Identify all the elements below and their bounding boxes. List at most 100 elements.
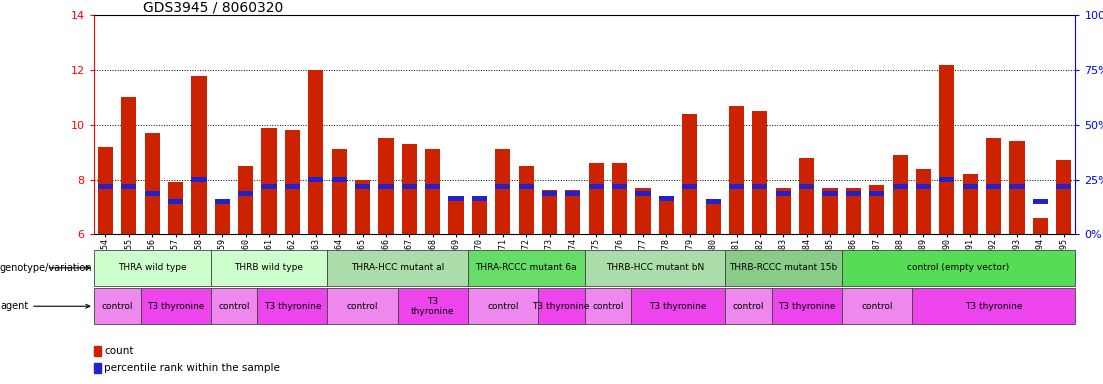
Bar xyxy=(752,111,768,234)
Bar xyxy=(823,188,837,234)
Bar xyxy=(892,155,908,234)
Bar xyxy=(425,184,440,189)
Bar xyxy=(915,184,931,189)
Bar xyxy=(518,166,534,234)
Bar xyxy=(495,184,511,189)
Bar xyxy=(775,191,791,196)
Bar xyxy=(869,185,885,234)
Text: THRA wild type: THRA wild type xyxy=(118,263,186,272)
Text: T3 thyronine: T3 thyronine xyxy=(650,302,707,311)
Bar xyxy=(842,288,912,324)
Bar xyxy=(986,139,1002,234)
Bar xyxy=(538,288,585,324)
Bar xyxy=(775,188,791,234)
Bar xyxy=(631,288,725,324)
Bar xyxy=(729,184,745,189)
Bar xyxy=(846,188,861,234)
Text: percentile rank within the sample: percentile rank within the sample xyxy=(104,363,280,373)
Bar xyxy=(98,184,113,189)
Bar xyxy=(328,288,397,324)
Bar xyxy=(986,184,1002,189)
Text: T3 thyronine: T3 thyronine xyxy=(147,302,204,311)
Text: T3 thyronine: T3 thyronine xyxy=(778,302,835,311)
Bar xyxy=(495,149,511,234)
Text: control: control xyxy=(592,302,623,311)
Bar xyxy=(542,190,557,234)
Text: THRA-RCCC mutant 6a: THRA-RCCC mutant 6a xyxy=(475,263,577,272)
Bar xyxy=(332,177,346,182)
Bar xyxy=(449,199,463,234)
Text: control: control xyxy=(101,302,132,311)
Bar xyxy=(566,190,580,234)
Text: genotype/variation: genotype/variation xyxy=(0,263,93,273)
Bar xyxy=(846,191,861,196)
Bar xyxy=(518,184,534,189)
Text: control (empty vector): control (empty vector) xyxy=(908,263,1009,272)
Bar xyxy=(355,180,371,234)
Bar xyxy=(285,130,300,234)
Text: T3 thyronine: T3 thyronine xyxy=(533,302,590,311)
Bar xyxy=(585,288,631,324)
Bar xyxy=(612,163,628,234)
Bar xyxy=(211,288,257,324)
Bar xyxy=(963,174,978,234)
Text: T3
thyronine: T3 thyronine xyxy=(411,296,454,316)
Bar xyxy=(94,288,140,324)
Bar xyxy=(308,70,323,234)
Bar xyxy=(140,288,211,324)
Bar xyxy=(238,166,254,234)
Bar xyxy=(842,250,1075,286)
Bar xyxy=(585,250,725,286)
Bar xyxy=(121,98,137,234)
Bar xyxy=(752,184,768,189)
Bar xyxy=(915,169,931,234)
Bar xyxy=(706,199,720,234)
Text: THRB wild type: THRB wild type xyxy=(235,263,303,272)
Bar xyxy=(308,177,323,182)
Bar xyxy=(772,288,842,324)
Text: GDS3945 / 8060320: GDS3945 / 8060320 xyxy=(143,0,283,14)
Bar xyxy=(98,147,113,234)
Bar xyxy=(823,191,837,196)
Bar xyxy=(612,184,628,189)
Text: THRA-HCC mutant al: THRA-HCC mutant al xyxy=(351,263,445,272)
Bar xyxy=(191,76,206,234)
Bar xyxy=(211,250,328,286)
Bar xyxy=(1009,141,1025,234)
Bar xyxy=(425,149,440,234)
Bar xyxy=(401,144,417,234)
Bar xyxy=(706,199,720,204)
Bar xyxy=(215,199,229,204)
Bar xyxy=(468,288,538,324)
Bar xyxy=(940,65,954,234)
Bar xyxy=(285,184,300,189)
Bar xyxy=(215,204,229,234)
Text: T3 thyronine: T3 thyronine xyxy=(264,302,321,311)
Bar xyxy=(94,363,100,373)
Bar xyxy=(963,184,978,189)
Bar xyxy=(940,177,954,182)
Text: control: control xyxy=(218,302,249,311)
Text: control: control xyxy=(488,302,518,311)
Text: control: control xyxy=(861,302,892,311)
Bar xyxy=(799,158,814,234)
Bar xyxy=(589,163,603,234)
Bar xyxy=(94,346,100,356)
Text: control: control xyxy=(732,302,764,311)
Bar xyxy=(635,188,651,234)
Bar xyxy=(191,177,206,182)
Bar xyxy=(355,184,371,189)
Bar xyxy=(682,184,697,189)
Bar xyxy=(1057,161,1071,234)
Bar xyxy=(635,191,651,196)
Bar xyxy=(328,250,468,286)
Bar xyxy=(238,191,254,196)
Bar xyxy=(257,288,328,324)
Bar xyxy=(144,133,160,234)
Bar xyxy=(869,191,885,196)
Bar xyxy=(658,196,674,234)
Text: control: control xyxy=(346,302,378,311)
Bar xyxy=(725,288,772,324)
Bar xyxy=(729,106,745,234)
Bar xyxy=(94,250,211,286)
